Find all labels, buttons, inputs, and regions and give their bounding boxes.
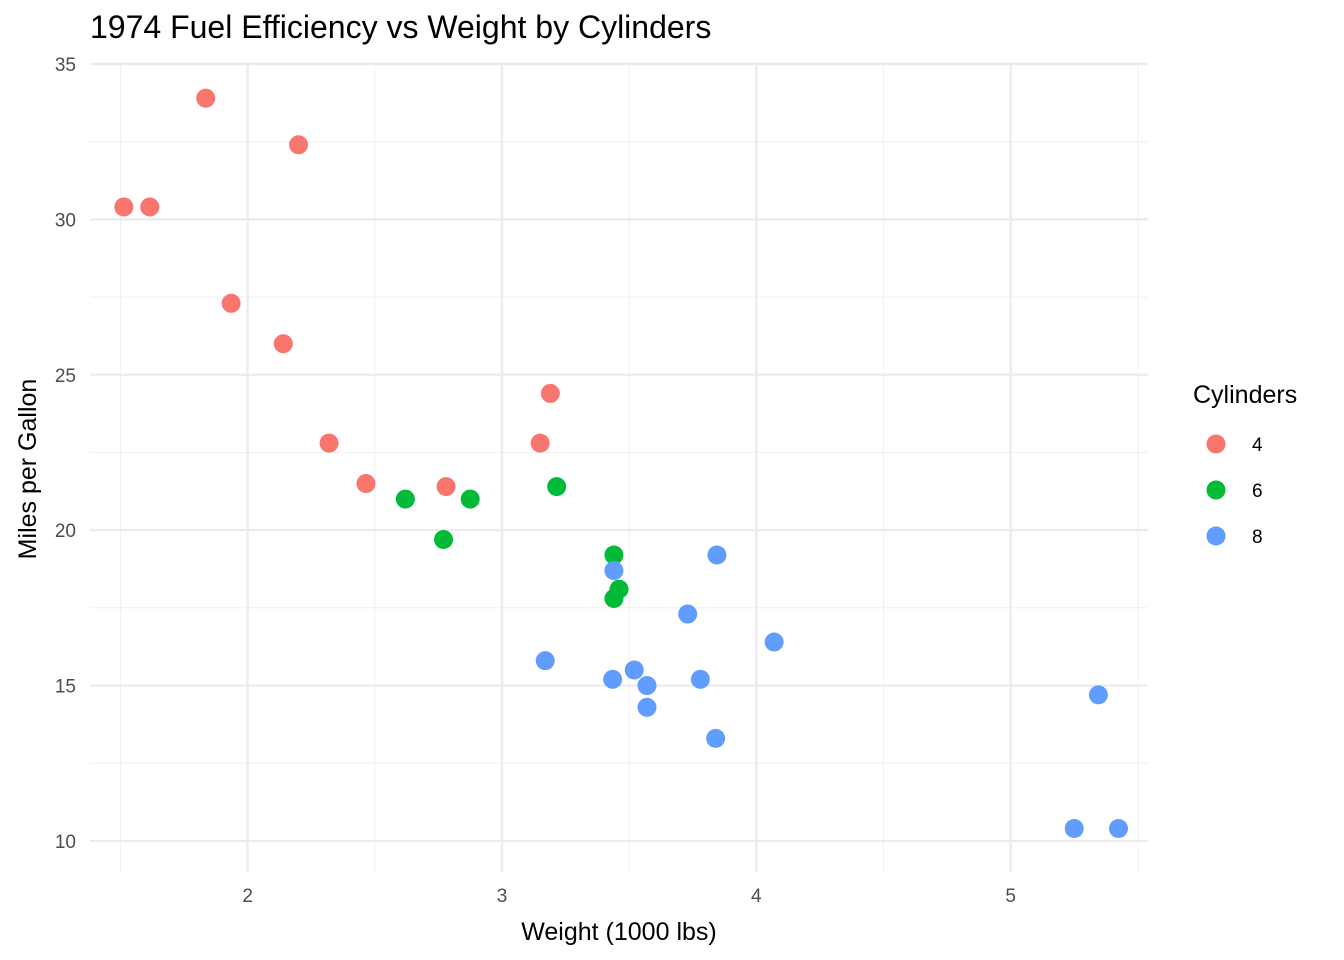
data-points bbox=[114, 88, 1128, 838]
data-point-cyl-8 bbox=[706, 728, 726, 748]
x-tick-label: 2 bbox=[242, 886, 253, 907]
data-point-cyl-4 bbox=[319, 433, 339, 453]
legend-title: Cylinders bbox=[1193, 381, 1297, 409]
data-point-cyl-6 bbox=[434, 529, 454, 549]
y-tick-label: 35 bbox=[55, 55, 76, 76]
data-point-cyl-4 bbox=[196, 88, 216, 108]
x-axis-ticks: 2 3 4 5 bbox=[242, 886, 1016, 907]
data-point-cyl-6 bbox=[604, 545, 624, 565]
y-tick-label: 30 bbox=[55, 210, 76, 231]
data-point-cyl-6 bbox=[460, 489, 480, 509]
legend-label: 4 bbox=[1252, 435, 1263, 456]
data-point-cyl-8 bbox=[637, 676, 657, 696]
data-point-cyl-4 bbox=[540, 383, 560, 403]
data-point-cyl-8 bbox=[690, 669, 710, 689]
legend-key-4 bbox=[1206, 434, 1226, 454]
data-point-cyl-8 bbox=[624, 660, 644, 680]
chart-title: 1974 Fuel Efficiency vs Weight by Cylind… bbox=[90, 9, 711, 45]
data-point-cyl-8 bbox=[535, 651, 555, 671]
data-point-cyl-4 bbox=[530, 433, 550, 453]
data-point-cyl-4 bbox=[114, 197, 134, 217]
data-point-cyl-4 bbox=[140, 197, 160, 217]
data-point-cyl-8 bbox=[603, 669, 623, 689]
y-tick-label: 10 bbox=[55, 832, 76, 853]
x-tick-label: 4 bbox=[751, 886, 762, 907]
data-point-cyl-8 bbox=[707, 545, 727, 565]
x-tick-label: 5 bbox=[1005, 886, 1016, 907]
y-axis-ticks: 10 15 20 25 30 35 bbox=[55, 55, 76, 853]
y-tick-label: 20 bbox=[55, 521, 76, 542]
y-tick-label: 25 bbox=[55, 366, 76, 387]
data-point-cyl-4 bbox=[273, 334, 293, 354]
data-point-cyl-4 bbox=[289, 135, 309, 155]
y-axis-title: Miles per Gallon bbox=[14, 379, 42, 560]
data-point-cyl-4 bbox=[356, 474, 376, 494]
x-axis-title: Weight (1000 lbs) bbox=[521, 918, 716, 946]
data-point-cyl-4 bbox=[221, 293, 241, 313]
legend-label: 6 bbox=[1252, 481, 1263, 502]
data-point-cyl-6 bbox=[609, 579, 629, 599]
legend-key-8 bbox=[1206, 526, 1226, 546]
data-point-cyl-8 bbox=[1088, 685, 1108, 705]
data-point-cyl-8 bbox=[764, 632, 784, 652]
y-tick-label: 15 bbox=[55, 677, 76, 698]
data-point-cyl-8 bbox=[1108, 818, 1128, 838]
data-point-cyl-8 bbox=[637, 697, 657, 717]
legend: Cylinders 4 6 8 bbox=[1193, 381, 1297, 548]
legend-key-6 bbox=[1206, 480, 1226, 500]
data-point-cyl-8 bbox=[678, 604, 698, 624]
legend-label: 8 bbox=[1252, 527, 1263, 548]
grid bbox=[90, 62, 1148, 872]
x-tick-label: 3 bbox=[497, 886, 508, 907]
data-point-cyl-8 bbox=[604, 561, 624, 581]
data-point-cyl-8 bbox=[1064, 818, 1084, 838]
data-point-cyl-6 bbox=[395, 489, 415, 509]
data-point-cyl-4 bbox=[436, 477, 456, 497]
data-point-cyl-6 bbox=[547, 477, 567, 497]
